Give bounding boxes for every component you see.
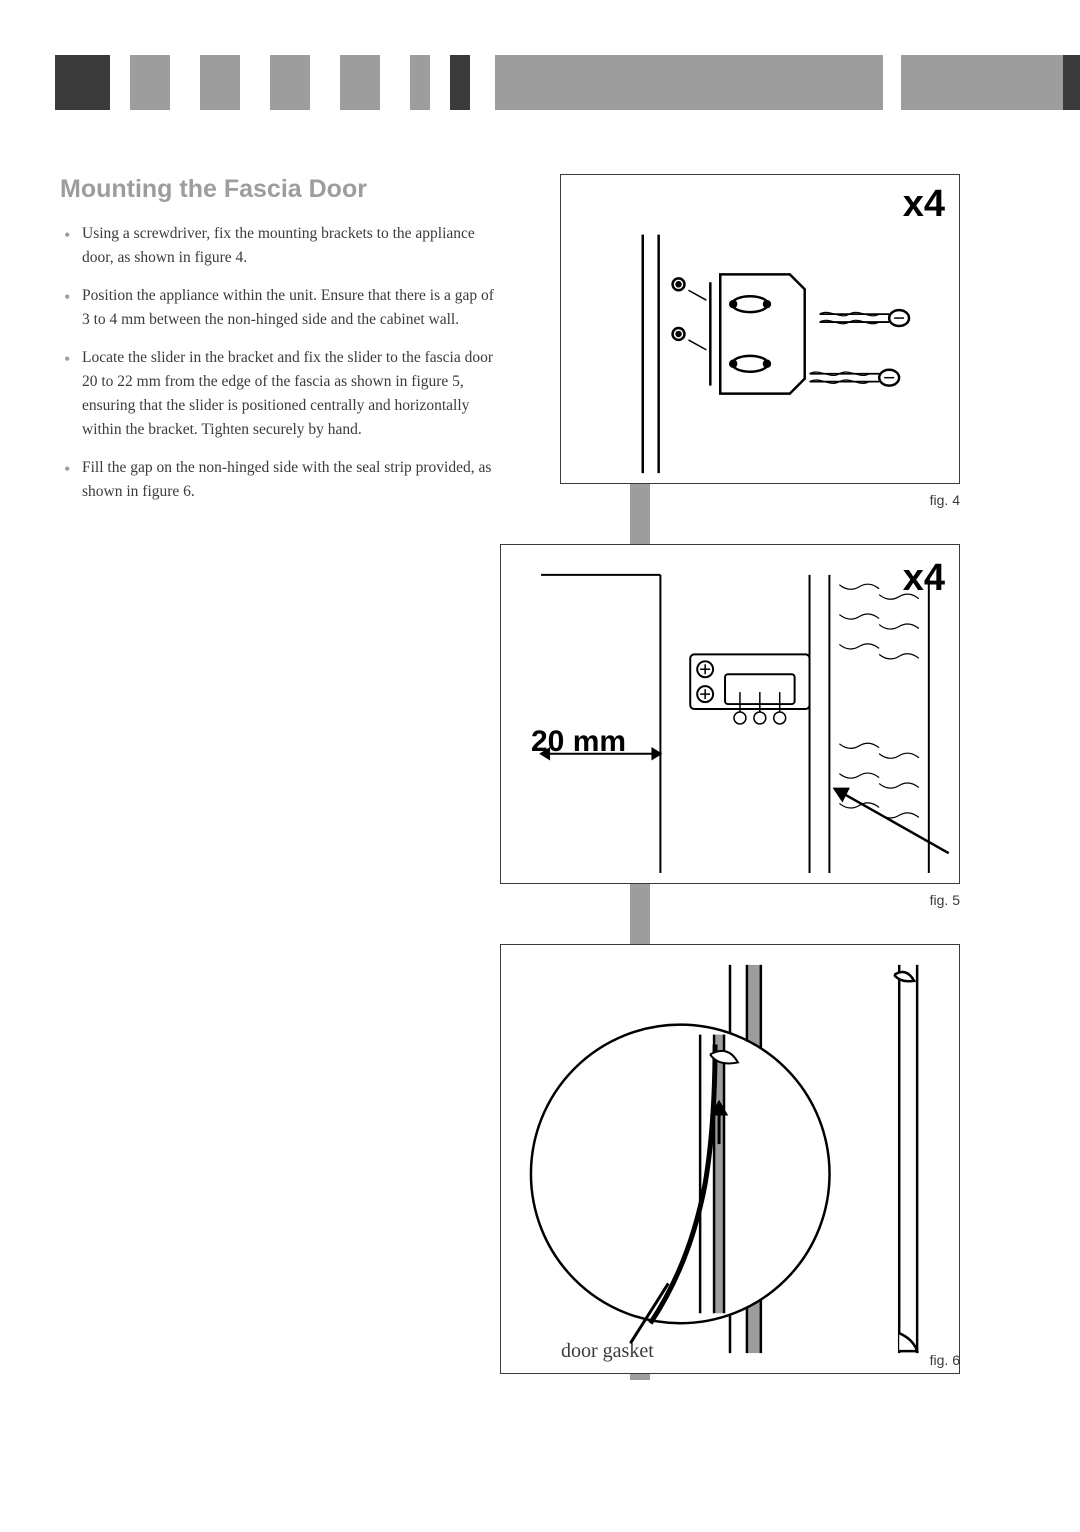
header-block <box>55 55 110 110</box>
header-blocks <box>0 55 470 110</box>
header-block <box>310 55 340 110</box>
figure-6-label: fig. 6 <box>500 1352 960 1368</box>
header-block <box>170 55 200 110</box>
figure-5-box: x4 20 mm <box>500 544 960 884</box>
figure-5-row: x4 20 mm <box>560 530 1020 930</box>
header-block <box>450 55 470 110</box>
figure-6-box: door gasket <box>500 944 960 1374</box>
header-block <box>110 55 130 110</box>
header-block <box>340 55 380 110</box>
figure-6-diagram <box>501 945 959 1373</box>
instruction-item: Locate the slider in the bracket and fix… <box>60 346 505 442</box>
text-column: Mounting the Fascia Door Using a screwdr… <box>60 175 505 518</box>
figure-column: x4 <box>560 150 1020 1400</box>
header-gap <box>883 55 901 110</box>
header-far-right <box>1063 55 1080 110</box>
figure-4-row: x4 <box>560 150 1020 530</box>
header-block <box>130 55 170 110</box>
section-title: Mounting the Fascia Door <box>60 175 505 204</box>
header-block <box>270 55 310 110</box>
header-block <box>410 55 430 110</box>
header-block <box>430 55 450 110</box>
figure-6-row: door gasket <box>560 930 1020 1400</box>
header-block <box>380 55 410 110</box>
instruction-item: Position the appliance within the unit. … <box>60 284 505 332</box>
instruction-item: Fill the gap on the non-hinged side with… <box>60 456 505 504</box>
header-right-band <box>495 55 1080 110</box>
figure-5-diagram <box>501 545 959 883</box>
header-block <box>240 55 270 110</box>
figure-4-diagram <box>561 175 959 483</box>
figure-4-label: fig. 4 <box>560 492 960 508</box>
figure-4-box: x4 <box>560 174 960 484</box>
figure-5-label: fig. 5 <box>500 892 960 908</box>
instruction-item: Using a screwdriver, fix the mounting br… <box>60 222 505 270</box>
header-block <box>0 55 55 110</box>
instruction-list: Using a screwdriver, fix the mounting br… <box>60 222 505 504</box>
header-block <box>200 55 240 110</box>
header-band <box>0 55 1080 110</box>
